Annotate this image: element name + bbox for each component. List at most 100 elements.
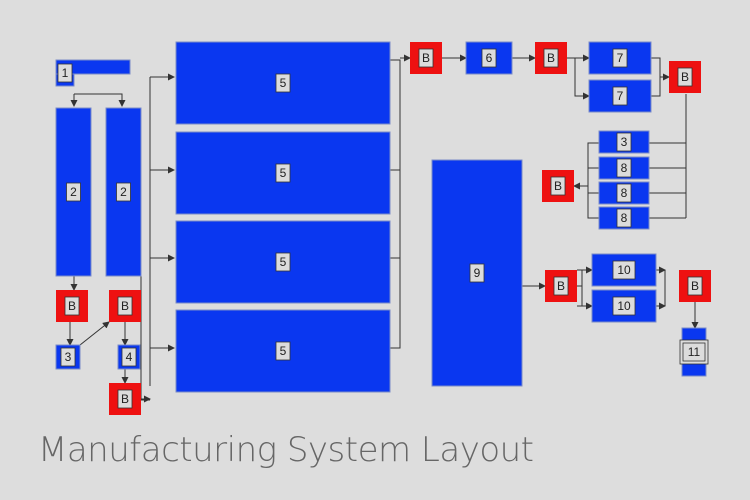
machine-block-m6: 6 xyxy=(465,41,513,75)
node-label-box xyxy=(60,347,76,367)
machine-block-m5c: 5 xyxy=(175,220,391,304)
node-label: 11 xyxy=(688,345,701,359)
machine-block-m11: 11 xyxy=(679,327,709,377)
node-label-box xyxy=(117,389,133,409)
machine-block-m5d: 5 xyxy=(175,309,391,393)
node-label-box xyxy=(612,48,628,68)
node-label: 3 xyxy=(65,350,72,364)
machine-block-m7b: 7 xyxy=(588,79,652,113)
node-label-box xyxy=(550,176,566,196)
node-label-box xyxy=(553,276,569,296)
buffer-b2: B xyxy=(535,42,567,74)
machine-block-m5a: 5 xyxy=(175,41,391,125)
machine-block-m3a: 3 xyxy=(55,344,81,370)
node-label-box xyxy=(275,163,291,183)
node-label-box xyxy=(616,208,632,228)
buffer-b6: B xyxy=(679,270,711,302)
nodes: 1 2 2 3 4 5 5 5 5 6 7 7 3 8 8 8 9 10 10 11 B B B B B B B B B xyxy=(55,41,711,415)
buffer-b8: B xyxy=(109,290,141,322)
node-label-box xyxy=(117,296,133,316)
node-label: B xyxy=(554,179,562,193)
node-label: 5 xyxy=(280,255,287,269)
node-label-box xyxy=(677,67,693,87)
node-label-box xyxy=(418,48,434,68)
node-label: 8 xyxy=(621,161,628,175)
machine-block-m8c: 8 xyxy=(598,206,650,230)
machine-block-m8b: 8 xyxy=(598,181,650,205)
node-label-box xyxy=(616,158,632,178)
connector-line xyxy=(577,270,583,306)
node-label-box xyxy=(543,48,559,68)
manufacturing-diagram: 1 2 2 3 4 5 5 5 5 6 7 7 3 8 8 8 9 10 10 11 B B B B B B B B B xyxy=(55,41,711,415)
buffer-b3: B xyxy=(669,61,701,93)
machine-block-m2a: 2 xyxy=(55,107,92,277)
node-label-box xyxy=(57,63,73,83)
connector-line xyxy=(140,276,150,401)
node-label: B xyxy=(691,279,699,293)
node-label: 10 xyxy=(617,299,631,313)
node-label-box xyxy=(616,183,632,203)
node-label-box xyxy=(116,182,131,202)
node-label: 2 xyxy=(70,185,77,199)
node-label-box xyxy=(481,48,497,68)
connectors xyxy=(66,54,699,403)
node-label-box xyxy=(616,132,632,152)
connector-line xyxy=(651,57,661,97)
node-label: 8 xyxy=(621,186,628,200)
node-label: B xyxy=(121,392,129,406)
buffer-b4: B xyxy=(542,170,574,202)
node-label: B xyxy=(547,51,555,65)
node-label-box xyxy=(66,182,81,202)
node-label: 3 xyxy=(621,135,628,149)
node-label: 4 xyxy=(126,350,133,364)
buffer-b5: B xyxy=(545,270,577,302)
node-label: 5 xyxy=(280,344,287,358)
node-label: 9 xyxy=(474,266,481,280)
machine-block-m9: 9 xyxy=(431,159,523,387)
node-label-box xyxy=(687,276,703,296)
node-label: 5 xyxy=(280,166,287,180)
node-label: 5 xyxy=(280,76,287,90)
node-label-box xyxy=(469,263,485,283)
connector-line xyxy=(74,93,123,106)
machine-block-m1: 1 xyxy=(55,59,131,87)
machine-block-m10b: 10 xyxy=(591,289,657,323)
machine-block-m8a: 8 xyxy=(598,156,650,180)
node-label: B xyxy=(557,279,565,293)
machine-rect-tab xyxy=(55,59,131,75)
machine-block-m10a: 10 xyxy=(591,253,657,287)
connector-line xyxy=(587,142,599,219)
node-label-box xyxy=(612,296,636,316)
connector-line xyxy=(390,59,401,349)
node-label: B xyxy=(681,70,689,84)
buffer-b9: B xyxy=(109,383,141,415)
machine-block-m5b: 5 xyxy=(175,131,391,215)
connector-line xyxy=(567,57,589,97)
flow-arrow xyxy=(79,321,110,346)
node-label-box xyxy=(682,342,706,362)
node-label-box xyxy=(275,73,291,93)
node-label: 7 xyxy=(617,89,624,103)
node-label: 6 xyxy=(486,51,493,65)
buffer-b1: B xyxy=(410,42,442,74)
node-label-box xyxy=(64,296,80,316)
node-label-box xyxy=(275,252,291,272)
node-label-box xyxy=(612,260,636,280)
node-label: 1 xyxy=(62,66,69,80)
buffer-b7: B xyxy=(56,290,88,322)
node-label: 7 xyxy=(617,51,624,65)
node-label: B xyxy=(422,51,430,65)
machine-block-m3b: 3 xyxy=(598,130,650,154)
node-label-box xyxy=(121,347,137,367)
machine-block-m2b: 2 xyxy=(105,107,142,277)
node-label-box xyxy=(612,86,628,106)
diagram-title: Manufacturing System Layout xyxy=(38,430,534,470)
node-label: 2 xyxy=(120,185,127,199)
node-label: 8 xyxy=(621,211,628,225)
node-label: B xyxy=(121,299,129,313)
machine-block-m7a: 7 xyxy=(588,41,652,75)
node-label-box xyxy=(275,341,291,361)
node-label: 10 xyxy=(617,263,631,277)
node-label: B xyxy=(68,299,76,313)
machine-block-m4: 4 xyxy=(117,344,141,370)
